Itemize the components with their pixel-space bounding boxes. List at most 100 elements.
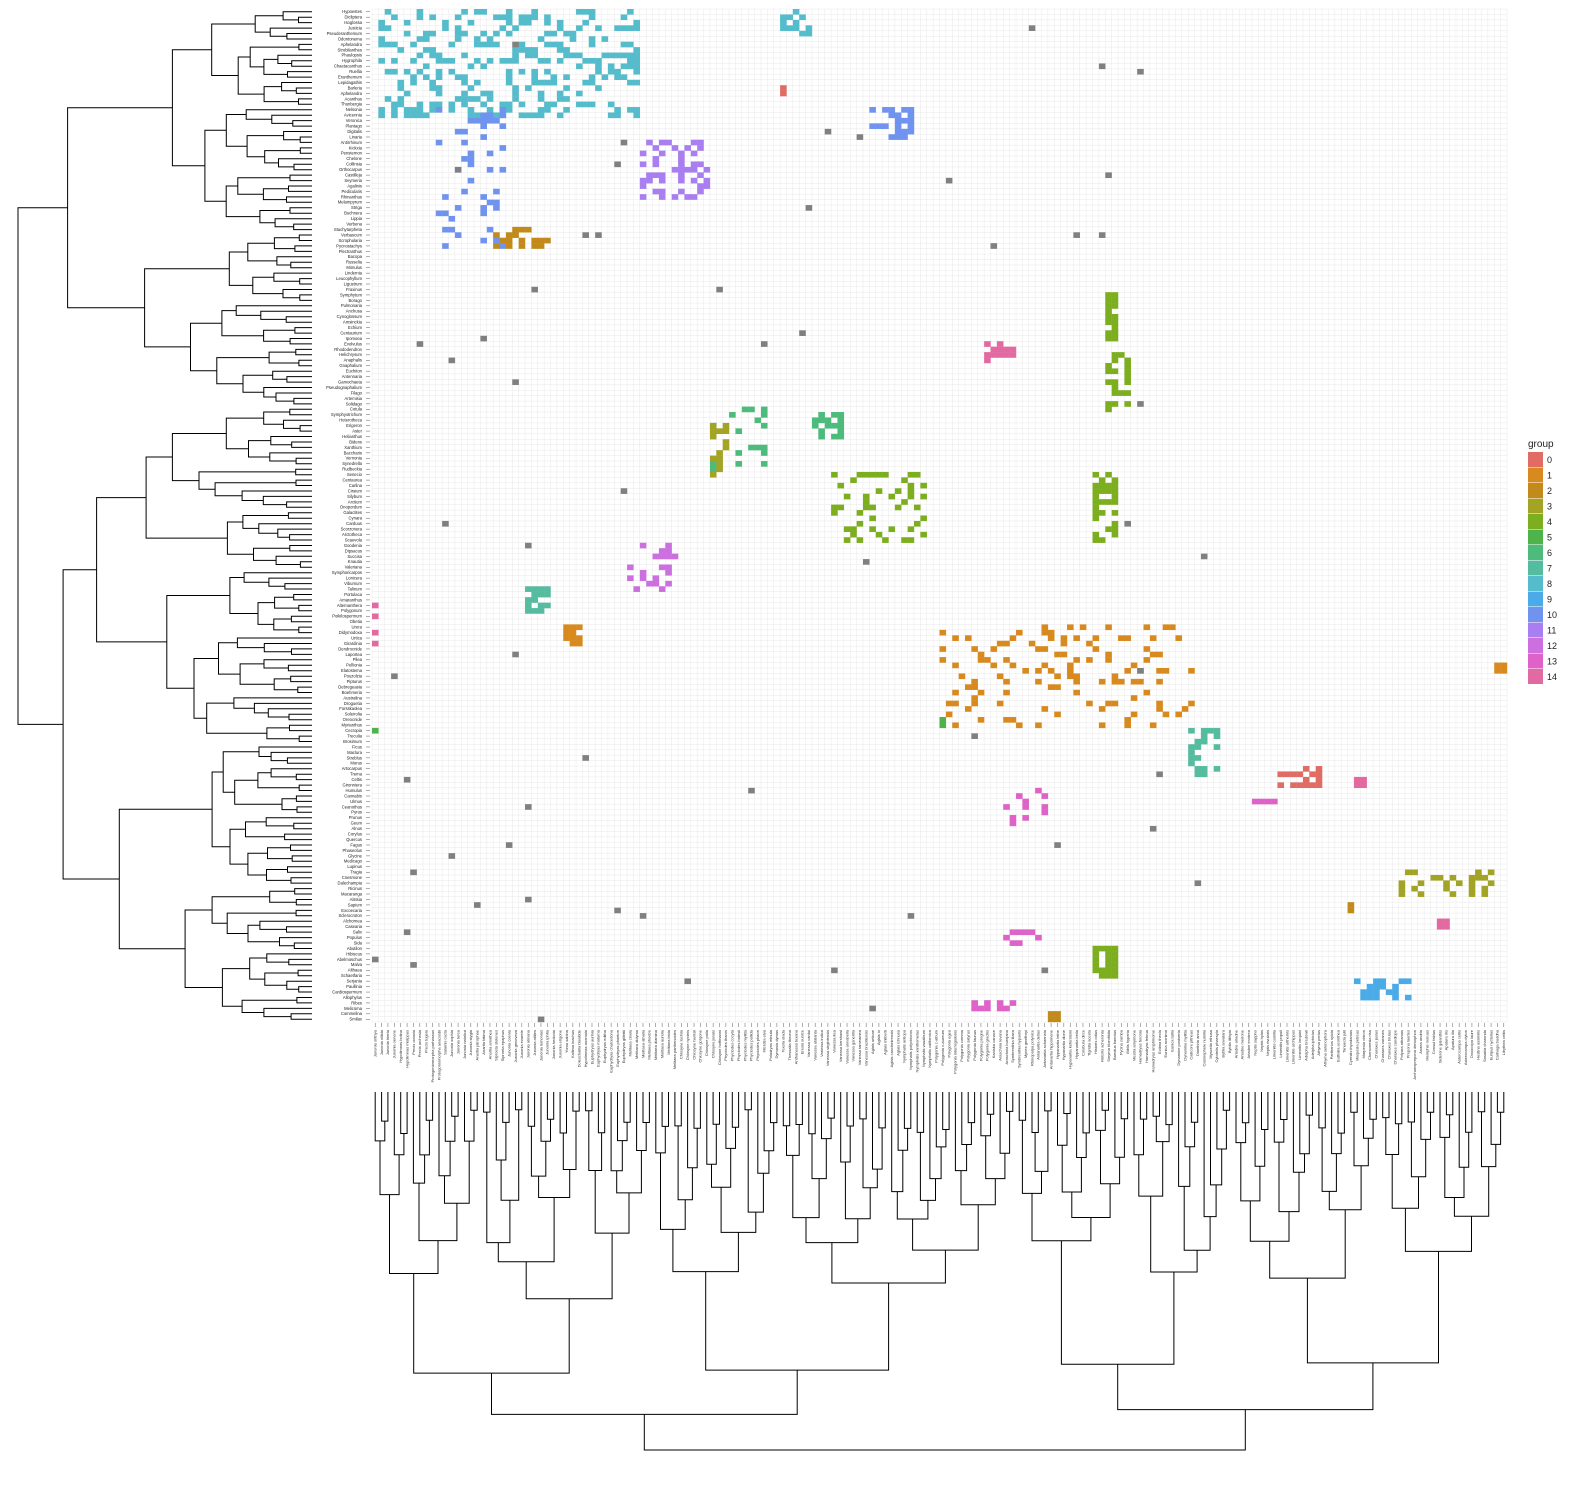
heatmap-cell: [1054, 1011, 1061, 1017]
heatmap-cell: [639, 183, 647, 189]
heatmap-cell: [569, 36, 577, 42]
heatmap-cell: [920, 515, 927, 522]
heatmap-cell: [1111, 357, 1119, 364]
heatmap-cell: [1213, 727, 1221, 734]
heatmap-cell: [403, 30, 411, 37]
heatmap-cell: [1481, 891, 1489, 897]
heatmap-cell: [697, 172, 704, 179]
heatmap-cell: [461, 79, 468, 86]
heatmap-cell: [1188, 727, 1195, 734]
heatmap-cell: [435, 139, 443, 146]
column-label: Microtia elva: [761, 1029, 766, 1052]
heatmap-cell: [996, 1000, 1004, 1006]
row-label: Cynara: [349, 516, 363, 521]
heatmap-cell: [1022, 815, 1029, 821]
heatmap-cell: [652, 145, 660, 151]
heatmap-cell: [595, 58, 602, 64]
row-label: Phaseolus: [342, 848, 362, 853]
row-label: Melicoma: [344, 1006, 363, 1011]
heatmap-cell: [1188, 749, 1195, 756]
row-label: Medicago: [344, 859, 363, 864]
heatmap-cell: [556, 112, 564, 119]
row-label: Smilax: [349, 1017, 362, 1022]
heatmap-cell: [824, 417, 832, 424]
heatmap-cell: [633, 58, 641, 64]
heatmap-cell: [1105, 303, 1112, 309]
heatmap-cell: [448, 101, 456, 108]
column-label: Limenitis camilla: [1272, 1029, 1277, 1059]
heatmap-cell: [709, 471, 717, 478]
heatmap-cell: [1060, 635, 1068, 641]
heatmap-cell: [416, 107, 424, 113]
heatmap-cell: [1200, 738, 1208, 745]
heatmap-cell: [397, 101, 405, 108]
heatmap-cell: [837, 504, 845, 511]
heatmap-cell: [945, 711, 953, 718]
column-label: Limenitis arthemis: [1284, 1030, 1289, 1062]
heatmap-cell: [505, 74, 513, 80]
heatmap-cell: [1443, 923, 1450, 930]
row-label: Fagus: [350, 842, 362, 847]
heatmap-cell: [1417, 891, 1425, 897]
heatmap-cell: [646, 172, 653, 179]
heatmap-cell: [658, 150, 666, 157]
heatmap-cell: [1468, 891, 1476, 897]
heatmap-cell: [1315, 782, 1323, 789]
column-label: Kaniska canace: [991, 1029, 996, 1058]
column-label: Polygonia egea: [946, 1029, 951, 1057]
row-label: Soleirolia: [345, 712, 363, 717]
row-label: Dipsacus: [345, 548, 362, 553]
heatmap-cell: [1105, 471, 1112, 478]
heatmap-cell: [843, 537, 851, 543]
heatmap-cell: [920, 493, 927, 500]
heatmap-cell-unassigned: [410, 869, 417, 876]
column-label: Precis octavia: [411, 1029, 416, 1055]
heatmap-cell: [760, 450, 768, 456]
column-label: Protogoniomorpha anacardii: [436, 1030, 441, 1080]
heatmap-cell: [1194, 744, 1202, 750]
heatmap-cell: [627, 41, 634, 48]
heatmap-cell: [1124, 368, 1131, 375]
row-label: Debregeasia: [338, 684, 362, 689]
heatmap-cell: [454, 30, 462, 37]
heatmap-cell: [499, 123, 507, 130]
heatmap-cell: [1436, 874, 1444, 881]
heatmap-cell: [1188, 667, 1195, 674]
heatmap-cell: [518, 14, 526, 21]
heatmap-cell: [1092, 510, 1100, 516]
heatmap-cell: [505, 19, 513, 26]
heatmap-cell: [531, 243, 538, 249]
heatmap-cell: [1360, 994, 1367, 1001]
column-label: Nymphalis vaualbum: [921, 1029, 926, 1067]
heatmap-cell: [435, 85, 443, 91]
heatmap-cell: [505, 30, 513, 37]
heatmap-cell: [639, 177, 647, 184]
column-label: Euphydryas chalcedona: [608, 1029, 613, 1072]
row-label: Glycine: [348, 853, 363, 858]
heatmap-cell: [1494, 662, 1501, 669]
heatmap-cell: [1105, 499, 1112, 505]
column-label: Junonia sophia: [449, 1029, 454, 1057]
heatmap-cell: [1143, 689, 1151, 696]
heatmap-cell: [1449, 874, 1457, 881]
heatmap-cell: [486, 112, 494, 119]
column-label: Anartia jatrophae: [475, 1029, 480, 1060]
heatmap-cell: [799, 30, 806, 37]
row-label: Ricinus: [348, 886, 362, 891]
row-label: Tragia: [350, 870, 362, 875]
heatmap-cell: [869, 504, 876, 511]
row-label: Cecropia: [345, 728, 362, 733]
heatmap-cell: [512, 58, 519, 64]
heatmap-cell: [576, 101, 583, 108]
heatmap-cell: [1149, 722, 1157, 729]
heatmap-cell: [1188, 760, 1195, 767]
heatmap-cell: [1098, 972, 1106, 979]
heatmap-cell: [1092, 471, 1100, 478]
heatmap-cell: [576, 9, 583, 15]
heatmap-cell: [1271, 798, 1278, 805]
heatmap-cell: [410, 58, 417, 64]
heatmap-cell: [563, 107, 570, 113]
heatmap-cell: [633, 112, 641, 119]
heatmap-cell: [875, 531, 883, 538]
row-label: Russelia: [346, 260, 363, 265]
